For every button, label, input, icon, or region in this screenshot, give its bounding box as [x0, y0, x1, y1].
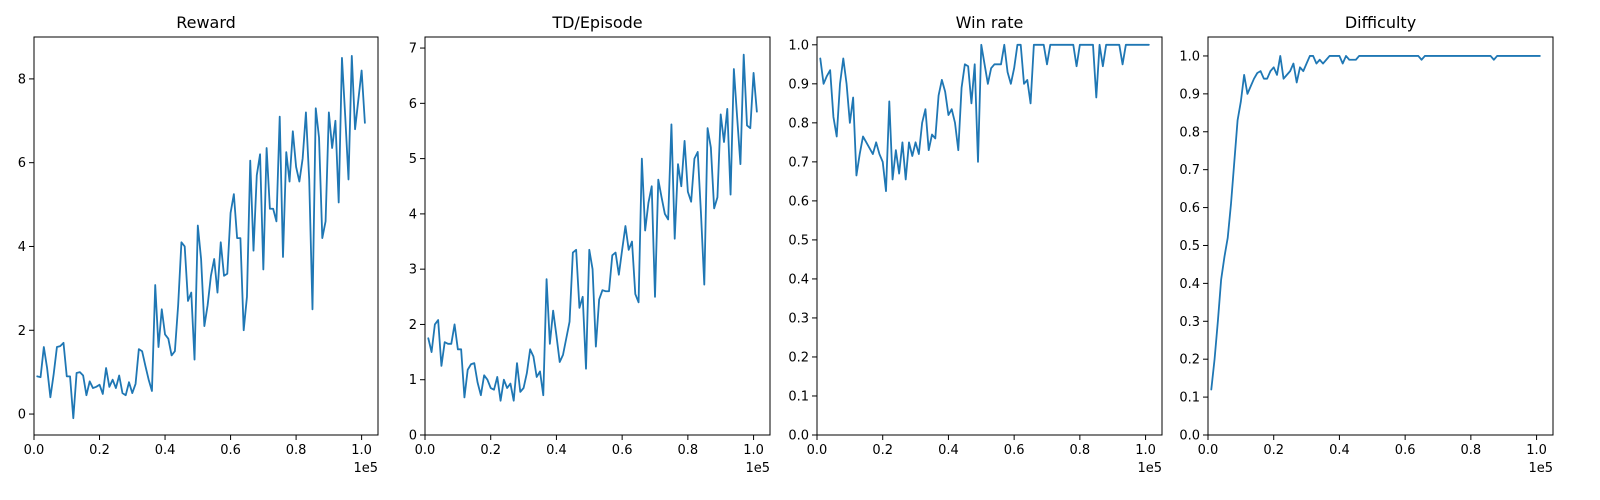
y-tick-label: 0.6	[1179, 201, 1200, 216]
x-tick-label: 0.6	[220, 443, 241, 458]
x-tick-label: 1.0	[1526, 443, 1547, 458]
x-tick-label: 1.0	[1135, 443, 1156, 458]
y-tick-label: 0.4	[1179, 277, 1200, 292]
subplot-title: Reward	[176, 13, 236, 32]
x-tick-label: 0.8	[678, 443, 699, 458]
x-tick-label: 0.0	[24, 443, 45, 458]
y-tick-label: 0.4	[788, 272, 809, 287]
x-tick-label: 0.6	[1395, 443, 1416, 458]
x-tick-label: 0.2	[1263, 443, 1284, 458]
y-tick-label: 0.1	[1179, 391, 1200, 406]
y-tick-label: 0.5	[788, 233, 809, 248]
x-tick-label: 0.0	[1198, 443, 1219, 458]
subplot-1: Reward 0.0 0.2 0.4 0.6 0.8 1.0 1e5 0 2 4 6 8	[18, 13, 379, 476]
y-tick-label: 1.0	[788, 38, 809, 53]
subplot-title: Win rate	[956, 13, 1024, 32]
x-tick-label: 0.4	[1329, 443, 1350, 458]
y-tick-label: 0.0	[788, 429, 809, 444]
x-tick-label: 0.0	[415, 443, 436, 458]
x-tick-label: 0.8	[286, 443, 307, 458]
y-tick-label: 0.8	[1179, 125, 1200, 140]
y-tick-label: 0.0	[1179, 429, 1200, 444]
y-tick-label: 2	[409, 318, 417, 333]
x-offset-label: 1e5	[353, 461, 378, 476]
x-tick-label: 0.6	[1004, 443, 1025, 458]
y-tick-label: 4	[409, 207, 417, 222]
y-tick-label: 1.0	[1179, 49, 1200, 64]
subplot-2: TD/Episode 0.0 0.2 0.4 0.6 0.8 1.0 1e5 0 1 2 3 4 5 6 7	[409, 13, 771, 476]
y-tick-label: 6	[18, 156, 26, 171]
y-tick-label: 0	[409, 429, 417, 444]
y-tick-label: 7	[409, 42, 417, 57]
subplot-3: Win rate 0.0 0.2 0.4 0.6 0.8 1.0 1e5 0.0 0.1 0.2 0.…	[788, 13, 1163, 476]
subplot-4: Difficulty 0.0 0.2 0.4 0.6 0.8 1.0 1e5 0.0 0.1 0.2…	[1179, 13, 1554, 476]
x-tick-label: 0.8	[1070, 443, 1091, 458]
x-tick-label: 0.2	[89, 443, 110, 458]
x-offset-label: 1e5	[1137, 461, 1162, 476]
x-tick-label: 0.2	[872, 443, 893, 458]
y-tick-label: 0	[18, 408, 26, 423]
series-line-1	[1210, 55, 1541, 391]
x-offset-label: 1e5	[1528, 461, 1553, 476]
axes-frame	[1207, 36, 1554, 436]
axes-frame	[424, 36, 771, 436]
x-tick-label: 0.4	[155, 443, 176, 458]
y-tick-label: 0.3	[788, 311, 809, 326]
y-tick-label: 0.3	[1179, 315, 1200, 330]
y-tick-label: 2	[18, 324, 26, 339]
x-tick-label: 0.0	[807, 443, 828, 458]
x-tick-label: 1.0	[743, 443, 764, 458]
axes-frame	[816, 36, 1163, 436]
y-tick-label: 5	[409, 152, 417, 167]
x-tick-label: 0.6	[612, 443, 633, 458]
x-tick-label: 0.4	[938, 443, 959, 458]
y-tick-label: 3	[409, 263, 417, 278]
y-tick-label: 0.1	[788, 389, 809, 404]
series-line-1	[819, 43, 1150, 193]
subplot-title: TD/Episode	[551, 13, 642, 32]
y-tick-label: 6	[409, 97, 417, 112]
x-offset-label: 1e5	[745, 461, 770, 476]
subplot-title: Difficulty	[1345, 13, 1416, 32]
y-tick-label: 0.9	[1179, 87, 1200, 102]
y-tick-label: 1	[409, 373, 417, 388]
axes-frame	[33, 36, 379, 436]
y-tick-label: 0.5	[1179, 239, 1200, 254]
series-line-1	[427, 53, 758, 402]
y-tick-label: 0.9	[788, 77, 809, 92]
y-tick-label: 0.8	[788, 116, 809, 131]
y-tick-label: 8	[18, 72, 26, 87]
y-tick-label: 0.7	[1179, 163, 1200, 178]
x-tick-label: 0.4	[546, 443, 567, 458]
y-tick-label: 0.6	[788, 194, 809, 209]
x-tick-label: 1.0	[351, 443, 372, 458]
y-tick-label: 0.2	[788, 350, 809, 365]
x-tick-label: 0.8	[1461, 443, 1482, 458]
series-line-1	[36, 54, 366, 420]
x-tick-label: 0.2	[480, 443, 501, 458]
y-tick-label: 0.2	[1179, 353, 1200, 368]
y-tick-label: 4	[18, 240, 26, 255]
y-tick-label: 0.7	[788, 155, 809, 170]
